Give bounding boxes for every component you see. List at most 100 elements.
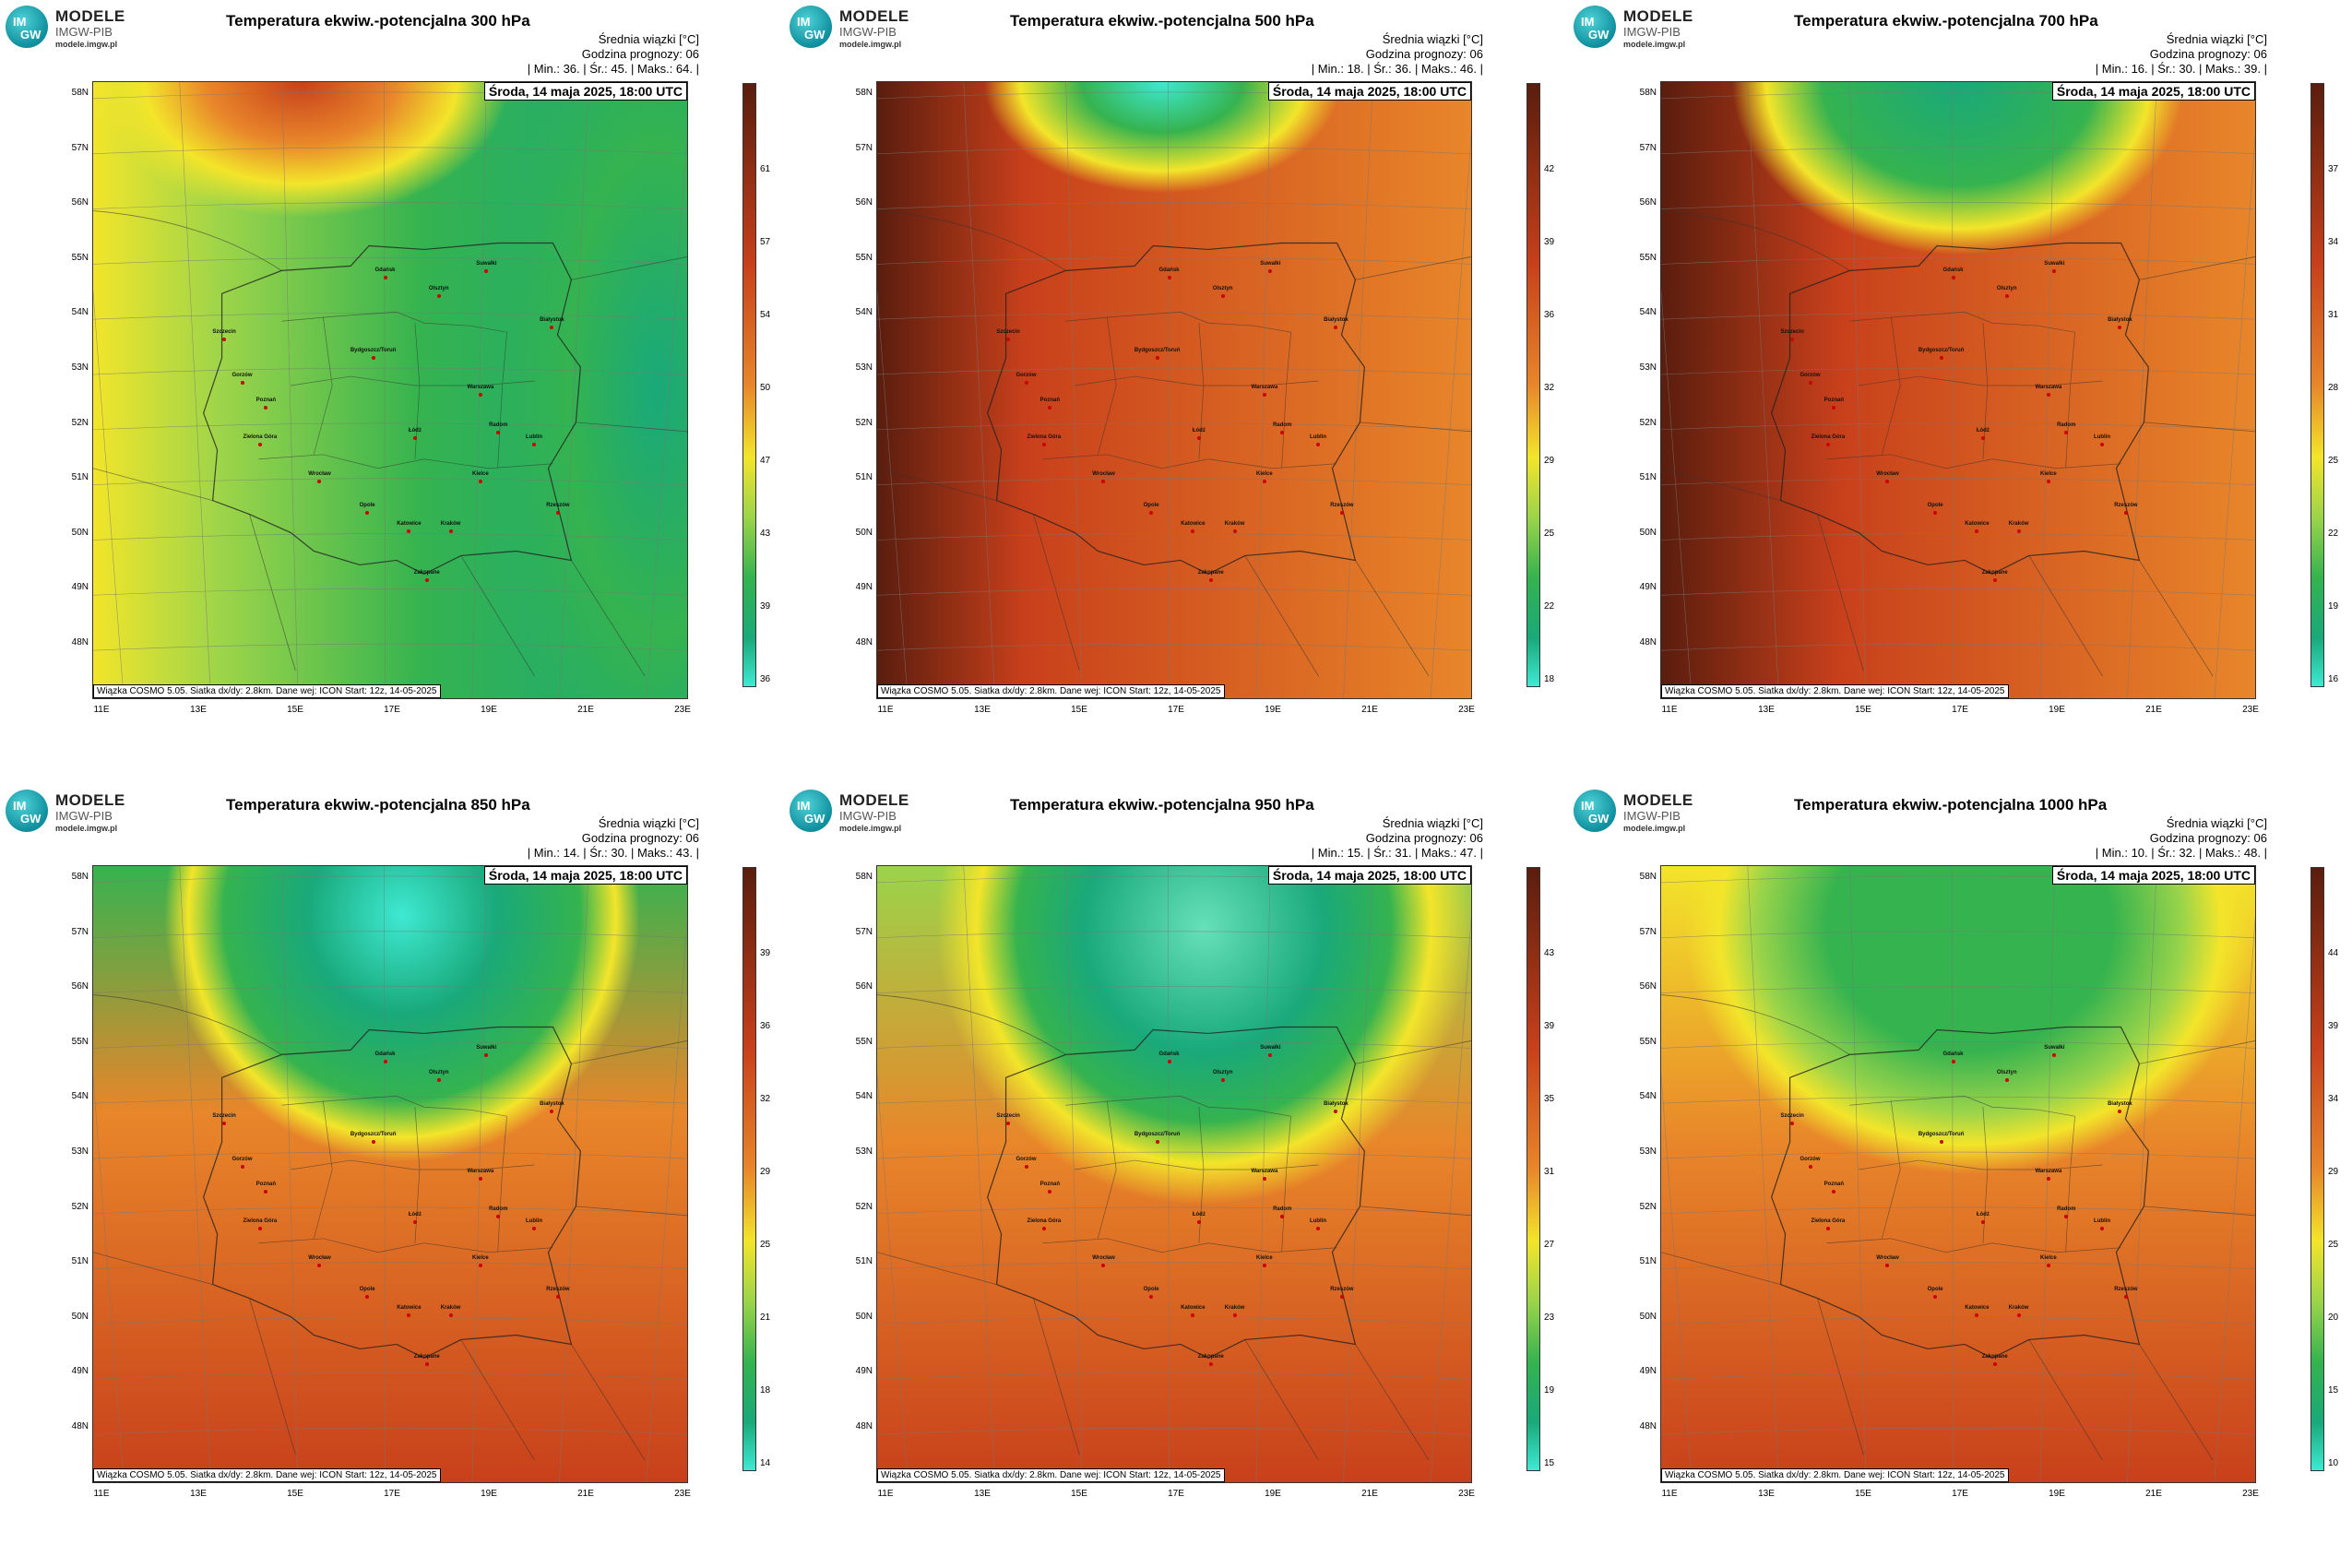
colorbar-tick: 37 xyxy=(2328,164,2339,174)
forecast-map[interactable]: Gdańsk Olsztyn Suwałki Szczecin Białystok Byd… xyxy=(92,81,688,699)
city-marker xyxy=(478,1264,482,1268)
city-label: Radom xyxy=(2057,1206,2076,1212)
city-marker xyxy=(407,1313,411,1317)
city-label: Łódź xyxy=(408,1212,422,1218)
imgw-logo: IM GW MODELE IMGW-PIB modele.imgw.pl xyxy=(790,6,937,50)
city-marker xyxy=(2052,1053,2057,1058)
city-marker xyxy=(2046,1177,2050,1182)
colorbar-tick: 25 xyxy=(1544,529,1555,539)
city-label: Zakopane xyxy=(413,1354,440,1360)
city-label: Warszawa xyxy=(2035,385,2062,391)
model-footer: Wiązka COSMO 5.05. Siatka dx/dy: 2.8km. … xyxy=(93,684,441,698)
lat-label: 56N xyxy=(71,981,89,992)
colorbar-tick: 34 xyxy=(2328,237,2339,247)
city-marker xyxy=(436,294,441,299)
lon-label: 21E xyxy=(2145,705,2162,715)
map-overlay xyxy=(93,82,687,698)
map-panel: IM GW MODELE IMGW-PIB modele.imgw.pl Temp… xyxy=(784,784,1568,1568)
lat-label: 50N xyxy=(71,527,89,538)
city-marker xyxy=(424,578,429,583)
colorbar-tick: 39 xyxy=(760,948,771,958)
lon-label: 17E xyxy=(384,1489,400,1499)
city-label: Zakopane xyxy=(1197,570,1224,576)
city-label: Szczecin xyxy=(996,329,1020,335)
city-label: Olsztyn xyxy=(1996,1070,2017,1076)
city-label: Białystok xyxy=(540,1100,564,1107)
colorbar-tick: 39 xyxy=(760,601,771,612)
colorbar xyxy=(2310,83,2324,687)
city-label: Kielce xyxy=(1256,471,1273,478)
lon-label: 21E xyxy=(577,1489,594,1499)
forecast-map[interactable]: Gdańsk Olsztyn Suwałki Szczecin Białystok Byd… xyxy=(1660,81,2256,699)
lat-label: 49N xyxy=(855,1366,873,1377)
city-label: Zakopane xyxy=(1981,570,2008,576)
logo-line3: modele.imgw.pl xyxy=(1623,824,1686,833)
city-marker xyxy=(2052,269,2057,274)
city-label: Poznań xyxy=(1039,1181,1060,1187)
lon-label: 13E xyxy=(974,1489,991,1499)
city-label: Łódź xyxy=(1976,428,1990,434)
forecast-map[interactable]: Gdańsk Olsztyn Suwałki Szczecin Białystok Byd… xyxy=(876,81,1472,699)
city-label: Lublin xyxy=(2094,1218,2111,1224)
forecast-map[interactable]: Gdańsk Olsztyn Suwałki Szczecin Białystok Byd… xyxy=(876,865,1472,1483)
city-label: Rzeszów xyxy=(1330,1286,1354,1292)
panel-title: Temperatura ekwiw.-potencjalna 500 hPa xyxy=(1010,12,1314,30)
imgw-logo: IM GW MODELE IMGW-PIB modele.imgw.pl xyxy=(790,790,937,834)
city-label: Gorzów xyxy=(1800,372,1821,378)
city-label: Opole xyxy=(1143,502,1159,508)
city-label: Warszawa xyxy=(467,1169,494,1175)
city-marker xyxy=(1048,1189,1052,1194)
logo-line1: MODELE xyxy=(839,7,909,25)
map-panel: IM GW MODELE IMGW-PIB modele.imgw.pl Temp… xyxy=(1568,0,2352,784)
lat-label: 57N xyxy=(1639,926,1657,937)
city-marker xyxy=(1790,1122,1795,1125)
lat-label: 53N xyxy=(855,1146,873,1157)
city-label: Poznań xyxy=(1823,397,1844,403)
city-marker xyxy=(1041,442,1046,446)
lat-label: 53N xyxy=(71,362,89,373)
city-marker xyxy=(1101,480,1106,484)
logo-line1: MODELE xyxy=(1623,7,1693,25)
panel-title: Temperatura ekwiw.-potencjalna 950 hPa xyxy=(1010,796,1314,814)
city-label: Opole xyxy=(359,1286,375,1292)
lat-label: 49N xyxy=(855,582,873,593)
city-marker xyxy=(532,1226,537,1230)
city-label: Suwałki xyxy=(1260,261,1281,267)
city-marker xyxy=(1048,405,1052,410)
lat-label: 54N xyxy=(855,1091,873,1102)
logo-line3: modele.imgw.pl xyxy=(55,40,118,49)
city-label: Gorzów xyxy=(1800,1156,1821,1162)
lon-label: 17E xyxy=(1168,1489,1184,1499)
city-marker xyxy=(1101,1264,1106,1268)
lat-label: 48N xyxy=(1639,637,1657,647)
forecast-map[interactable]: Gdańsk Olsztyn Suwałki Szczecin Białystok Byd… xyxy=(92,865,688,1483)
city-label: Łódź xyxy=(1192,428,1206,434)
logo-line2: IMGW-PIB xyxy=(55,809,113,823)
city-label: Opole xyxy=(1927,1286,1943,1292)
lat-label: 52N xyxy=(71,417,89,428)
imgw-badge-icon: IM GW xyxy=(6,6,48,48)
colorbar-tick: 39 xyxy=(1544,237,1555,247)
city-marker xyxy=(1196,436,1201,441)
city-label: Opole xyxy=(359,502,375,508)
logo-line3: modele.imgw.pl xyxy=(55,824,118,833)
model-footer: Wiązka COSMO 5.05. Siatka dx/dy: 2.8km. … xyxy=(1661,1468,2009,1482)
city-marker xyxy=(1339,1294,1344,1299)
city-marker xyxy=(2004,294,2009,299)
colorbar-tick: 15 xyxy=(2328,1385,2339,1396)
city-label: Kielce xyxy=(2040,1255,2057,1262)
city-marker xyxy=(478,480,482,484)
forecast-map[interactable]: Gdańsk Olsztyn Suwałki Szczecin Białystok Byd… xyxy=(1660,865,2256,1483)
lon-label: 19E xyxy=(1265,705,1281,715)
lat-label: 53N xyxy=(71,1146,89,1157)
map-panel: IM GW MODELE IMGW-PIB modele.imgw.pl Temp… xyxy=(0,0,784,784)
city-label: Radom xyxy=(2057,422,2076,428)
lat-label: 58N xyxy=(1639,872,1657,882)
map-panel: IM GW MODELE IMGW-PIB modele.imgw.pl Temp… xyxy=(784,0,1568,784)
city-label: Wrocław xyxy=(1092,471,1115,478)
city-marker xyxy=(555,510,560,515)
city-marker xyxy=(2046,393,2050,398)
colorbar-tick: 21 xyxy=(760,1313,771,1323)
city-label: Olsztyn xyxy=(1212,286,1233,292)
city-label: Kraków xyxy=(2008,1304,2029,1311)
